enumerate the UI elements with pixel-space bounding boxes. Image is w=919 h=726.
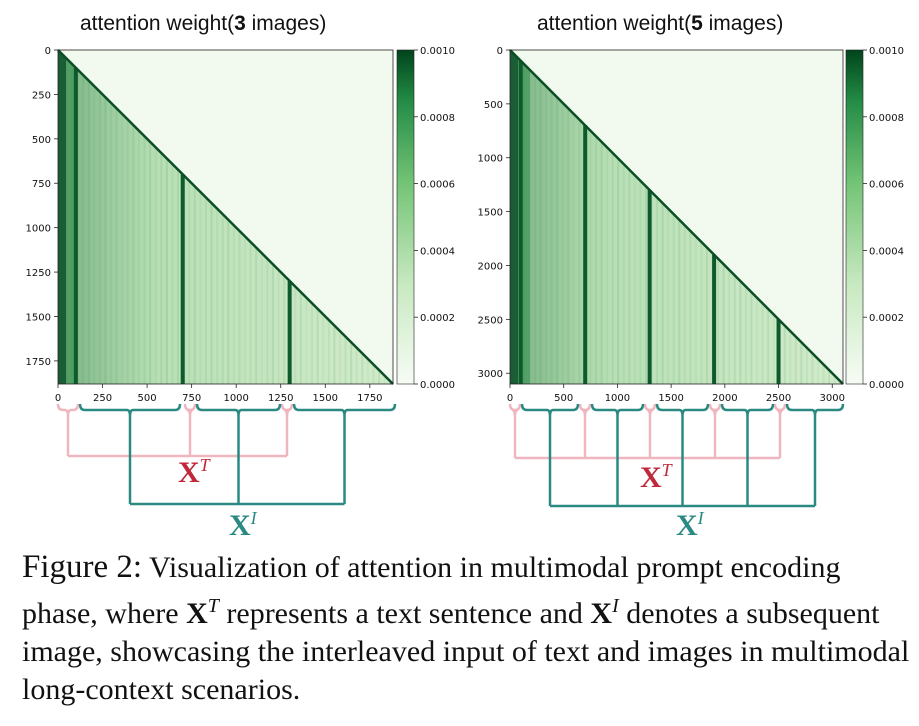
- plot-frame: [509, 49, 844, 385]
- panel-title-3-images: attention weight(3 images): [80, 12, 326, 36]
- colorbar-tick-label: 0.0010: [420, 46, 455, 57]
- colorbar-tick-label: 0.0008: [420, 113, 455, 124]
- x-tick-label: 0: [55, 393, 61, 404]
- x-tick-label: 3000: [820, 393, 845, 404]
- colorbar-tick-label: 0.0002: [869, 313, 904, 324]
- x-tick-label: 1750: [357, 393, 382, 404]
- colorbar: [396, 49, 415, 385]
- heatmap-panel-5-images: 0 500 1000 1500 2000 2500 3000 0 500 1000 1500 2000…: [478, 46, 904, 508]
- panel-title-5-images: attention weight(5 images): [537, 12, 783, 36]
- x-tick-label: 750: [182, 393, 201, 404]
- y-tick-label: 1500: [26, 312, 51, 323]
- attention-figure: 0 250 500 750 1000 1250 1500 1750 0 250 500 750 1000…: [26, 46, 904, 508]
- text-segment-brace: [643, 403, 657, 417]
- panel-title-prefix: attention weight(: [80, 12, 235, 35]
- caption-xt: X: [186, 597, 208, 630]
- colorbar-tick-label: 0.0000: [869, 380, 904, 391]
- caption-text-2: represents a text sentence and: [218, 597, 591, 630]
- image-segment-brace: [292, 403, 397, 417]
- caption-xi-sup: I: [612, 595, 619, 617]
- x-tick-label: 0: [507, 393, 513, 404]
- y-tick-label: 1250: [26, 268, 51, 279]
- panel-title-count: 3: [234, 12, 246, 35]
- text-segment-brace: [508, 403, 522, 417]
- y-tick-label: 0: [45, 46, 51, 57]
- colorbar-tick-label: 0.0000: [420, 380, 455, 391]
- caption-text-3: denotes a subsequent image, showcasing t…: [22, 597, 910, 706]
- y-tick-label: 0: [497, 46, 503, 57]
- image-label-x: X: [229, 509, 251, 542]
- caption-xi: X: [590, 597, 613, 630]
- panel-title-count: 5: [691, 12, 703, 35]
- text-segment-brace: [578, 403, 592, 417]
- figure-caption: Figure 2: Visualization of attention in …: [22, 548, 912, 709]
- image-segment-brace: [195, 403, 282, 417]
- y-tick-label: 1000: [26, 224, 51, 235]
- y-tick-label: 250: [32, 90, 51, 101]
- panel-title-suffix: images): [702, 12, 784, 35]
- x-tick-label: 500: [138, 393, 157, 404]
- text-label-sup: T: [661, 460, 672, 480]
- x-tick-label: 500: [554, 393, 573, 404]
- y-tick-label: 1000: [478, 154, 503, 165]
- heatmap-panel-3-images: 0 250 500 750 1000 1250 1500 1750 0 250 500 750 1000…: [26, 46, 455, 506]
- image-segment-brace: [520, 403, 580, 417]
- y-tick-label: 2000: [478, 261, 503, 272]
- colorbar-tick-label: 0.0010: [869, 46, 904, 57]
- caption-lead: Figure 2:: [22, 549, 143, 585]
- text-segment-brace: [183, 403, 197, 417]
- x-tick-label: 1500: [658, 393, 683, 404]
- colorbar-tick-label: 0.0002: [420, 313, 455, 324]
- colorbar-tick-label: 0.0006: [869, 180, 904, 191]
- colorbar-tick-label: 0.0006: [420, 180, 455, 191]
- attention-diagonal: [509, 49, 844, 385]
- text-segment-brace: [708, 403, 722, 417]
- x-tick-label: 250: [93, 393, 112, 404]
- colorbar-tick-label: 0.0004: [869, 246, 904, 257]
- panel-title-suffix: images): [245, 12, 327, 35]
- colorbar-tick-label: 0.0004: [420, 246, 455, 257]
- y-tick-label: 1500: [478, 208, 503, 219]
- text-bracket-label: XT: [178, 455, 210, 490]
- x-tick-label: 2500: [766, 393, 791, 404]
- y-tick-label: 1750: [26, 357, 51, 368]
- attention-sink-column: [510, 50, 518, 384]
- x-tick-label: 1000: [605, 393, 630, 404]
- image-bracket-label: XI: [676, 508, 704, 543]
- text-bracket-label: XT: [640, 460, 672, 495]
- y-tick-label: 500: [484, 100, 503, 111]
- x-tick-label: 1500: [313, 393, 338, 404]
- attention-diagonal: [57, 49, 394, 385]
- x-tick-label: 1000: [223, 393, 248, 404]
- text-label-x: X: [178, 456, 200, 489]
- attention-sink-column: [58, 50, 66, 384]
- image-label-sup: I: [250, 508, 257, 528]
- panel-title-prefix: attention weight(: [537, 12, 692, 35]
- x-tick-label: 2000: [712, 393, 737, 404]
- colorbar-tick-label: 0.0008: [869, 113, 904, 124]
- x-tick-label: 1250: [268, 393, 293, 404]
- image-segment-brace: [785, 403, 845, 417]
- text-label-sup: T: [199, 455, 210, 475]
- image-label-sup: I: [697, 508, 704, 528]
- caption-xt-sup: T: [207, 595, 219, 617]
- image-segment-brace: [720, 403, 775, 417]
- image-segment-brace: [590, 403, 645, 417]
- text-label-x: X: [640, 461, 662, 494]
- y-tick-label: 750: [32, 179, 51, 190]
- image-label-x: X: [676, 509, 698, 542]
- text-segment-brace: [773, 403, 787, 417]
- image-bracket-label: XI: [229, 508, 257, 543]
- image-segment-brace: [655, 403, 710, 417]
- y-tick-label: 500: [32, 135, 51, 146]
- colorbar: [845, 49, 864, 385]
- plot-frame: [57, 49, 394, 385]
- text-segment-brace: [280, 403, 294, 417]
- text-segment-brace: [56, 403, 80, 417]
- image-segment-brace: [78, 403, 182, 417]
- caption-text-1: Visualization of attention in multimodal…: [22, 551, 841, 630]
- y-tick-label: 2500: [478, 315, 503, 326]
- y-tick-label: 3000: [478, 369, 503, 380]
